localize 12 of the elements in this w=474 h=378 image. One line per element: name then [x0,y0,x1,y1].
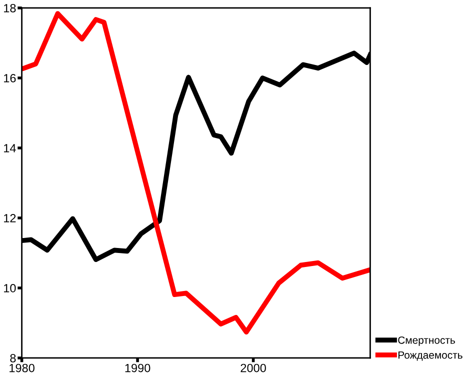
y-tick-label: 8 [10,354,16,362]
y-tick-label: 18 [4,4,16,12]
y-tick-label: 16 [4,74,16,82]
x-tick-label: 1990 [125,364,150,372]
y-tick-label: 14 [4,144,16,152]
legend-label: Рождаемость [398,351,462,361]
line-series [22,11,370,334]
y-tick-label: 12 [4,214,16,222]
x-tick-label: 1980 [10,364,34,372]
legend-label: Смертность [398,336,455,346]
x-tick-label: 2000 [240,364,266,372]
y-tick-label: 10 [4,284,16,292]
